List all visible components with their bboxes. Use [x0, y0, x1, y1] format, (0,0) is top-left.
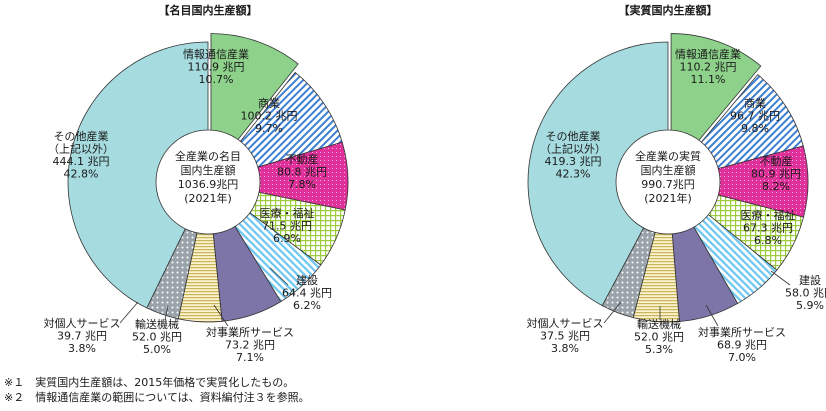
chart1-leader-personal-services	[119, 301, 139, 324]
chart1-medical-percent: 6.9%	[273, 232, 301, 245]
chart1-center-label-1: 全産業の名目	[175, 149, 241, 163]
chart2-center-label-3: 990.7兆円	[641, 178, 695, 191]
chart1-other-value: 444.1 兆円	[53, 155, 110, 168]
chart2-realestate-percent: 8.2%	[762, 180, 790, 193]
chart2-medical-label-1: 医療・福祉	[741, 208, 796, 222]
chart2-info-percent: 11.1%	[691, 73, 726, 86]
chart1-center-label-2: 国内生産額	[181, 163, 236, 177]
chart1-commerce-percent: 9.7%	[255, 122, 283, 135]
chart2-personal-services-percent: 3.8%	[551, 342, 579, 355]
chart1-personal-services-label-1: 対個人サービス	[44, 316, 121, 330]
chart1-other-label-2: （上記以外）	[48, 142, 114, 156]
chart2-leader-business-services	[705, 304, 719, 327]
chart2-realestate-label-1: 不動産	[760, 154, 793, 168]
chart1-commerce-label-1: 商業	[258, 96, 280, 110]
chart1-other-percent: 42.8%	[64, 168, 99, 181]
chart2-construction-percent: 5.9%	[796, 299, 824, 312]
chart1-commerce-value: 100.2 兆円	[241, 110, 298, 123]
chart2-leader-personal-services	[603, 301, 622, 324]
chart1-transport-percent: 5.0%	[143, 343, 171, 356]
chart2-commerce-percent: 9.8%	[741, 122, 769, 135]
chart2-slice-other	[527, 41, 669, 307]
notes: ※１ 実質国内生産額は、2015年価格で実質化したもの。 ※２ 情報通信産業の範…	[4, 375, 310, 405]
note-1: ※１ 実質国内生産額は、2015年価格で実質化したもの。	[4, 376, 295, 389]
chart1-transport-value: 52.0 兆円	[132, 331, 182, 344]
chart2-business-services-percent: 7.0%	[728, 351, 756, 364]
chart1-title: 【名目国内生産額】	[159, 3, 258, 17]
chart2-center-label-4: (2021年)	[644, 191, 692, 205]
note-2: ※２ 情報通信産業の範囲については、資料編付注３を参照。	[4, 391, 310, 404]
chart2-other-value: 419.3 兆円	[545, 155, 602, 168]
chart1-other-label-1: その他産業	[54, 130, 109, 143]
chart1-info-value: 110.9 兆円	[188, 61, 245, 74]
chart1-slice-other	[67, 41, 209, 309]
chart2-transport-label-1: 輸送機械	[637, 317, 681, 331]
chart1-realestate-value: 80.8 兆円	[277, 166, 327, 179]
chart2-transport-percent: 5.3%	[645, 343, 673, 356]
chart1-medical-value: 71.5 兆円	[262, 220, 312, 233]
chart2-personal-services-value: 37.5 兆円	[540, 330, 590, 343]
chart2-personal-services-label-1: 対個人サービス	[527, 316, 604, 330]
chart2-other-label-2: （上記以外）	[540, 142, 606, 156]
chart1-center-label-3: 1036.9兆円	[178, 178, 239, 191]
chart1-medical-label-1: 医療・福祉	[260, 206, 315, 220]
chart2-info-label-1: 情報通信産業	[675, 48, 741, 61]
chart1-personal-services-value: 39.7 兆円	[57, 330, 107, 343]
chart1-business-services-label-1: 対事業所サービス	[206, 325, 294, 339]
chart2-medical-percent: 6.8%	[754, 234, 782, 247]
chart2-other-label-1: その他産業	[546, 130, 601, 143]
chart1-construction-percent: 6.2%	[293, 299, 321, 312]
chart1-realestate-percent: 7.8%	[288, 178, 316, 191]
chart2-business-services-value: 68.9 兆円	[717, 339, 767, 352]
chart2-medical-value: 67.3 兆円	[743, 222, 793, 235]
chart1-construction-value: 64.4 兆円	[282, 287, 332, 300]
chart2-title: 【実質国内生産額】	[619, 3, 718, 17]
chart1-leader-construction	[269, 267, 289, 286]
chart2-commerce-label-1: 商業	[744, 96, 766, 110]
chart2-realestate-value: 80.9 兆円	[751, 168, 801, 181]
chart2-construction-value: 58.0 兆円	[785, 287, 826, 300]
chart2-commerce-value: 96.7 兆円	[730, 110, 780, 123]
chart1-info-percent: 10.7%	[199, 73, 234, 86]
chart2-center-label-2: 国内生産額	[641, 163, 696, 177]
chart1-business-services-value: 73.2 兆円	[225, 339, 275, 352]
chart2-other-percent: 42.3%	[556, 168, 591, 181]
chart1-leader-transport	[164, 305, 169, 321]
chart2-business-services-label-1: 対事業所サービス	[698, 325, 786, 339]
chart1-business-services-percent: 7.1%	[236, 351, 264, 364]
chart1-transport-label-1: 輸送機械	[135, 317, 179, 331]
chart1-construction-label-1: 建設	[296, 273, 318, 287]
chart2-center-label-1: 全産業の実質	[635, 149, 701, 163]
chart2-info-value: 110.2 兆円	[680, 61, 737, 74]
chart1-center-label-4: (2021年)	[184, 191, 232, 205]
chart1-realestate-label-1: 不動産	[286, 152, 319, 166]
chart2-transport-value: 52.0 兆円	[634, 331, 684, 344]
chart1-leader-business-services	[213, 304, 229, 327]
chart2-center-hole	[615, 129, 721, 235]
chart1-info-label-1: 情報通信産業	[183, 48, 249, 61]
chart1-center-hole	[155, 129, 261, 235]
chart1-personal-services-percent: 3.8%	[68, 342, 96, 355]
chart2-leader-construction	[770, 270, 791, 286]
chart2-construction-label-1: 建設	[799, 273, 821, 287]
